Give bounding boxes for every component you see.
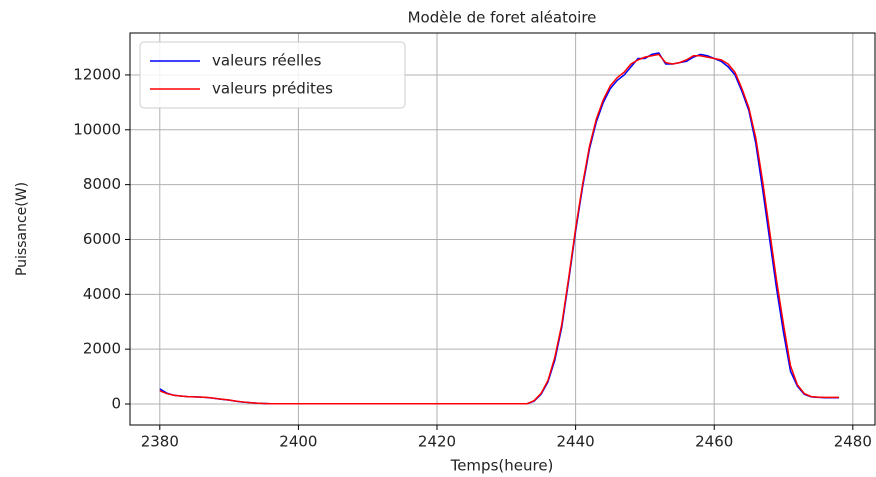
- x-tick-label: 2400: [279, 433, 317, 451]
- y-tick-label: 2000: [83, 340, 121, 358]
- x-axis-label: Temps(heure): [450, 457, 554, 475]
- data-line: [159, 53, 839, 405]
- y-tick-label: 0: [111, 394, 121, 412]
- plot-frame: [129, 32, 876, 426]
- y-axis-label: Puissance(W): [14, 182, 30, 276]
- legend-label: valeurs prédites: [212, 80, 333, 98]
- chart-title: Modèle de foret aléatoire: [408, 9, 597, 27]
- legend-box: [139, 41, 406, 109]
- legend-label: valeurs réelles: [212, 52, 322, 70]
- x-tick-label: 2480: [834, 433, 872, 451]
- y-tick-label: 12000: [73, 65, 121, 83]
- x-tick-label: 2420: [418, 433, 456, 451]
- y-tick-label: 6000: [83, 230, 121, 248]
- y-tick-label: 8000: [83, 175, 121, 193]
- x-tick-label: 2460: [695, 433, 733, 451]
- y-tick-label: 10000: [73, 120, 121, 138]
- x-tick-label: 2380: [141, 433, 179, 451]
- y-tick-label: 4000: [83, 285, 121, 303]
- x-tick-label: 2440: [557, 433, 595, 451]
